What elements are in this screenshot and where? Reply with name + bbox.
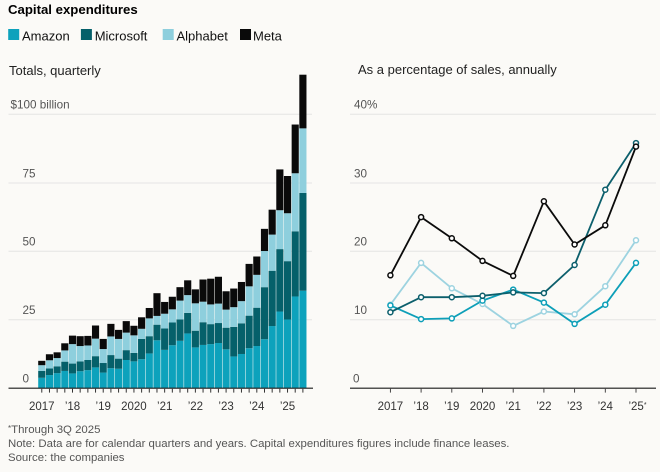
svg-text:’24: ’24 bbox=[249, 401, 265, 413]
svg-text:2017: 2017 bbox=[29, 401, 55, 413]
svg-text:’23: ’23 bbox=[567, 401, 582, 413]
svg-text:Amazon: Amazon bbox=[22, 29, 70, 44]
svg-text:2020: 2020 bbox=[121, 401, 147, 413]
svg-text:Note: Data are for calendar qu: Note: Data are for calendar quarters and… bbox=[8, 438, 509, 450]
svg-text:’18: ’18 bbox=[65, 401, 80, 413]
svg-text:0: 0 bbox=[353, 373, 360, 386]
svg-text:’22: ’22 bbox=[536, 401, 551, 413]
svg-text:’18: ’18 bbox=[413, 401, 428, 413]
svg-text:’22: ’22 bbox=[188, 401, 203, 413]
svg-text:75: 75 bbox=[23, 168, 37, 181]
svg-text:Capital expenditures: Capital expenditures bbox=[8, 2, 138, 17]
svg-text:30: 30 bbox=[354, 168, 368, 181]
svg-text:25: 25 bbox=[23, 304, 37, 317]
svg-text:40%: 40% bbox=[354, 99, 377, 112]
svg-text:10: 10 bbox=[354, 304, 368, 317]
svg-text:’19: ’19 bbox=[96, 401, 111, 413]
svg-text:50: 50 bbox=[23, 236, 37, 249]
svg-text:20: 20 bbox=[354, 236, 368, 249]
svg-text:’19: ’19 bbox=[444, 401, 459, 413]
svg-text:’21: ’21 bbox=[157, 401, 172, 413]
svg-text:0: 0 bbox=[23, 373, 30, 386]
svg-text:As a percentage of sales, annu: As a percentage of sales, annually bbox=[358, 62, 557, 77]
svg-text:Source: the companies: Source: the companies bbox=[8, 452, 125, 464]
svg-text:2017: 2017 bbox=[378, 401, 404, 413]
svg-text:Alphabet: Alphabet bbox=[177, 29, 229, 44]
svg-text:’25*: ’25* bbox=[628, 401, 646, 413]
svg-text:’24: ’24 bbox=[598, 401, 614, 413]
svg-text:’25: ’25 bbox=[280, 401, 295, 413]
svg-text:2020: 2020 bbox=[470, 401, 496, 413]
svg-text:Totals, quarterly: Totals, quarterly bbox=[9, 63, 101, 78]
svg-text:$100 billion: $100 billion bbox=[11, 99, 70, 112]
svg-text:’23: ’23 bbox=[218, 401, 233, 413]
svg-text:Meta: Meta bbox=[253, 29, 283, 44]
svg-text:*Through 3Q 2025: *Through 3Q 2025 bbox=[8, 424, 100, 436]
svg-text:’21: ’21 bbox=[506, 401, 521, 413]
svg-text:Microsoft: Microsoft bbox=[95, 29, 148, 44]
